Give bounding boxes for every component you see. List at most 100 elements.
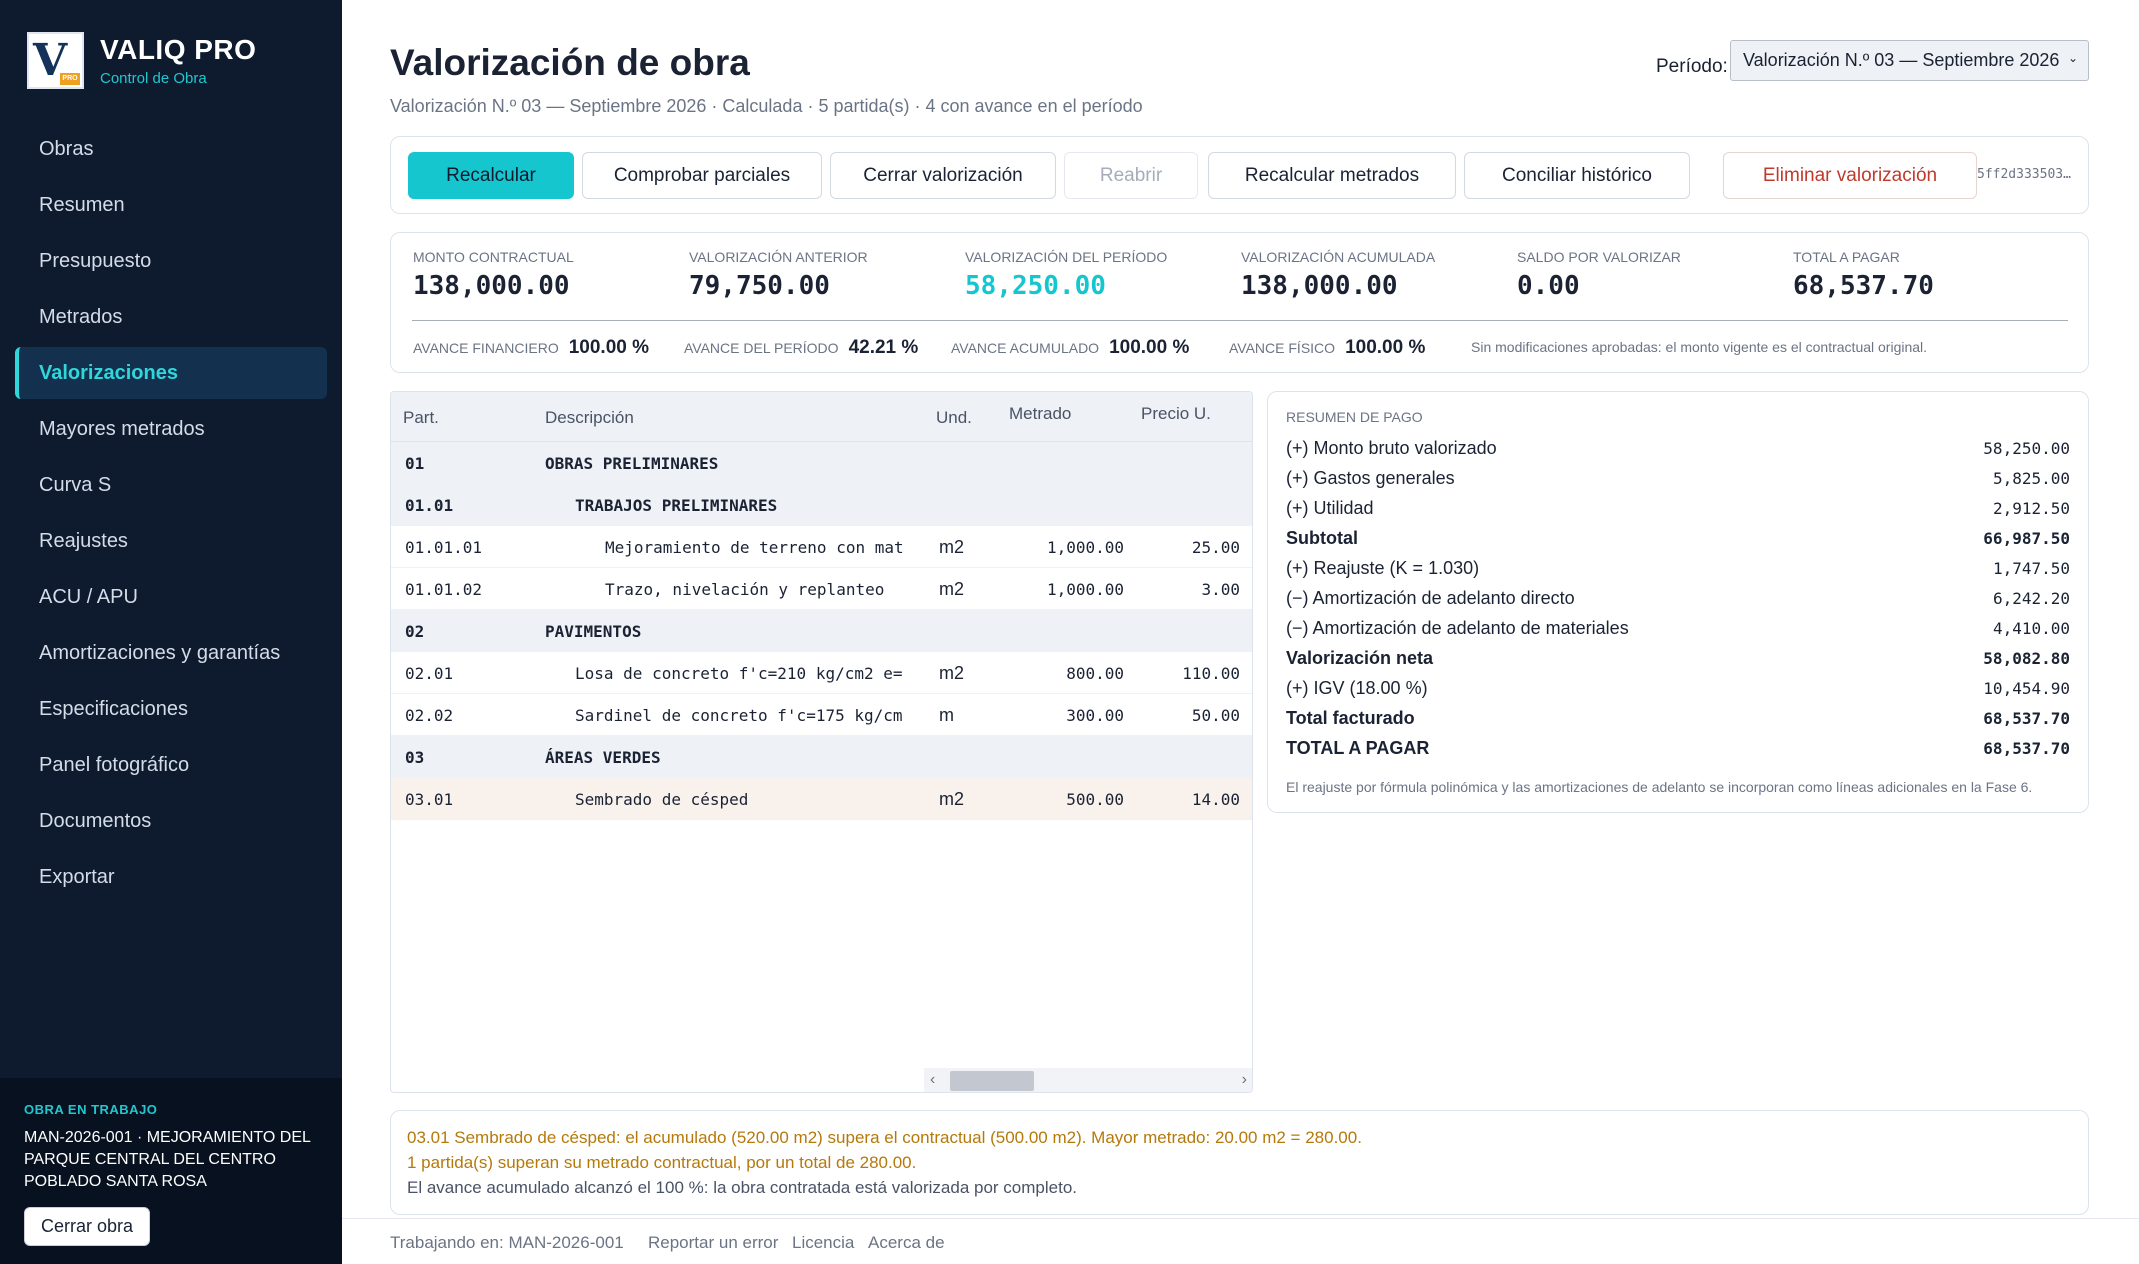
pago-line: (+) Gastos generales 5,825.00 <box>1286 468 2070 498</box>
recalcular-button[interactable]: Recalcular <box>408 152 574 199</box>
brand-subtitle: Control de Obra <box>100 70 207 87</box>
recalcular-metrados-button[interactable]: Recalcular metrados <box>1208 152 1456 199</box>
cell-desc: ÁREAS VERDES <box>545 748 661 767</box>
sidebar-item-acu-apu[interactable]: ACU / APU <box>39 585 138 608</box>
table-row[interactable]: 02.01 Losa de concreto f'c=210 kg/cm2 e= m… <box>391 652 1252 694</box>
cell-metrado: 500.00 <box>1066 790 1124 809</box>
pago-line: (−) Amortización de adelanto de material… <box>1286 618 2070 648</box>
cell-und: m <box>939 705 954 725</box>
footer: Trabajando en: MAN-2026-001 Reportar un … <box>342 1218 2139 1264</box>
reabrir-button[interactable]: Reabrir <box>1064 152 1198 199</box>
partidas-table: Part. Descripción Und. Metrado Precio U.… <box>390 391 1253 1093</box>
avance-periodo: AVANCE DEL PERÍODO 42.21 % <box>684 337 919 358</box>
scroll-right-icon[interactable]: › <box>1241 1071 1247 1088</box>
cell-precio: 14.00 <box>1191 790 1240 809</box>
cell-und: m2 <box>939 663 965 683</box>
sidebar-item-amortizaciones-y-garant-as[interactable]: Amortizaciones y garantías <box>39 641 281 664</box>
scrollbar-thumb[interactable] <box>950 1071 1034 1091</box>
pago-label: Monto bruto valorizado <box>1313 438 1497 458</box>
col-part: Part. <box>403 408 439 427</box>
footer-about-link[interactable]: Acerca de <box>868 1233 945 1252</box>
pago-amount: 6,242.20 <box>1992 589 2070 608</box>
sidebar-item-curva-s[interactable]: Curva S <box>39 473 112 496</box>
cell-part: 02.02 <box>405 706 454 725</box>
scroll-left-icon[interactable]: ‹ <box>930 1071 936 1088</box>
table-group-row[interactable]: 02 PAVIMENTOS <box>391 610 1252 652</box>
page-title: Valorización de obra <box>390 42 750 83</box>
avance-fisico: AVANCE FÍSICO 100.00 % <box>1229 337 1426 358</box>
sidebar-item-resumen[interactable]: Resumen <box>39 193 125 216</box>
pago-sign: (−) <box>1286 618 1309 638</box>
sidebar-item-especificaciones[interactable]: Especificaciones <box>39 697 188 720</box>
avance-acumulado: AVANCE ACUMULADO 100.00 % <box>951 337 1190 358</box>
footer-license-link[interactable]: Licencia <box>792 1233 855 1252</box>
cell-und: m2 <box>939 537 965 557</box>
conciliar-historico-button[interactable]: Conciliar histórico <box>1464 152 1690 199</box>
alert-message: 1 partida(s) superan su metrado contract… <box>407 1153 917 1172</box>
pago-label: Subtotal <box>1286 528 1358 548</box>
pago-label: Utilidad <box>1313 498 1374 518</box>
periodo-select[interactable]: Valorización N.º 03 — Septiembre 2026 ⌄ <box>1730 40 2089 81</box>
pago-amount: 68,537.70 <box>1983 739 2070 758</box>
cell-metrado: 800.00 <box>1066 664 1124 683</box>
sidebar-item-panel-fotogr-fico[interactable]: Panel fotográfico <box>39 753 190 776</box>
cell-part: 01 <box>405 454 425 473</box>
pago-line: Subtotal 66,987.50 <box>1286 528 2070 558</box>
table-header: Part. Descripción Und. Metrado Precio U. <box>391 392 1252 442</box>
col-metrado: Metrado <box>1009 404 1072 423</box>
table-group-row[interactable]: 03 ÁREAS VERDES <box>391 736 1252 778</box>
sidebar-item-mayores-metrados[interactable]: Mayores metrados <box>39 417 205 440</box>
table-row[interactable]: 01.01.02 Trazo, nivelación y replanteo m2 1… <box>391 568 1252 610</box>
sidebar-item-presupuesto[interactable]: Presupuesto <box>39 249 152 272</box>
toolbar: Recalcular Comprobar parciales Cerrar va… <box>390 136 2089 214</box>
cell-metrado: 300.00 <box>1066 706 1124 725</box>
metric-saldo: SALDO POR VALORIZAR 0.00 <box>1517 249 1681 301</box>
cell-part: 02.01 <box>405 664 454 683</box>
pago-amount: 68,537.70 <box>1983 709 2070 728</box>
sidebar-item-valorizaciones[interactable]: Valorizaciones <box>15 347 327 399</box>
cell-desc: Losa de concreto f'c=210 kg/cm2 e= <box>575 664 903 683</box>
cell-part: 03.01 <box>405 790 454 809</box>
sidebar-item-reajustes[interactable]: Reajustes <box>39 529 128 552</box>
brand: V PRO VALIQ PRO Control de Obra <box>27 32 256 89</box>
sidebar-item-metrados[interactable]: Metrados <box>39 305 123 328</box>
summary-note: Sin modificaciones aprobadas: el monto v… <box>1471 339 1928 355</box>
cell-part: 03 <box>405 748 425 767</box>
cell-part: 02 <box>405 622 425 641</box>
metric-valorizacion-anterior: VALORIZACIÓN ANTERIOR 79,750.00 <box>689 249 868 301</box>
table-group-row[interactable]: 01 OBRAS PRELIMINARES <box>391 442 1252 484</box>
table-row[interactable]: 01.01.01 Mejoramiento de terreno con mat m… <box>391 526 1252 568</box>
pago-amount: 5,825.00 <box>1992 469 2070 488</box>
sidebar-item-obras[interactable]: Obras <box>39 137 94 160</box>
pago-amount: 2,912.50 <box>1992 499 2070 518</box>
pago-sign: (+) <box>1286 678 1309 698</box>
pago-sign: (−) <box>1286 588 1309 608</box>
pago-amount: 58,082.80 <box>1983 649 2070 668</box>
pago-label: Total facturado <box>1286 708 1415 728</box>
summary-divider <box>412 320 2068 321</box>
cerrar-valorizacion-button[interactable]: Cerrar valorización <box>830 152 1056 199</box>
table-group-row[interactable]: 01.01 TRABAJOS PRELIMINARES <box>391 484 1252 526</box>
horizontal-scrollbar[interactable]: ‹ › <box>924 1068 1252 1092</box>
cell-precio: 3.00 <box>1201 580 1240 599</box>
pago-line: (+) Monto bruto valorizado 58,250.00 <box>1286 438 2070 468</box>
pago-amount: 10,454.90 <box>1983 679 2070 698</box>
footer-report-link[interactable]: Reportar un error <box>648 1233 779 1252</box>
brand-name: VALIQ PRO <box>100 34 257 65</box>
pago-sign: (+) <box>1286 438 1309 458</box>
close-obra-button[interactable]: Cerrar obra <box>24 1207 151 1246</box>
pago-label: Valorización neta <box>1286 648 1434 668</box>
sidebar-item-exportar[interactable]: Exportar <box>39 865 115 888</box>
pago-label: Gastos generales <box>1313 468 1455 488</box>
table-row[interactable]: 02.02 Sardinel de concreto f'c=175 kg/cm m… <box>391 694 1252 736</box>
obra-panel: OBRA EN TRABAJO MAN-2026-001 · MEJORAMIE… <box>0 1078 342 1264</box>
summary-card: MONTO CONTRACTUAL 138,000.00 VALORIZACIÓ… <box>390 232 2089 373</box>
cell-und: m2 <box>939 579 965 599</box>
eliminar-valorizacion-button[interactable]: Eliminar valorización <box>1723 152 1977 199</box>
cell-desc: OBRAS PRELIMINARES <box>545 454 719 473</box>
table-row[interactable]: 03.01 Sembrado de césped m2 500.00 14.00 <box>391 778 1252 820</box>
col-und: Und. <box>936 408 972 427</box>
cell-part: 01.01 <box>405 496 454 515</box>
comprobar-parciales-button[interactable]: Comprobar parciales <box>582 152 822 199</box>
sidebar-item-documentos[interactable]: Documentos <box>39 809 152 832</box>
